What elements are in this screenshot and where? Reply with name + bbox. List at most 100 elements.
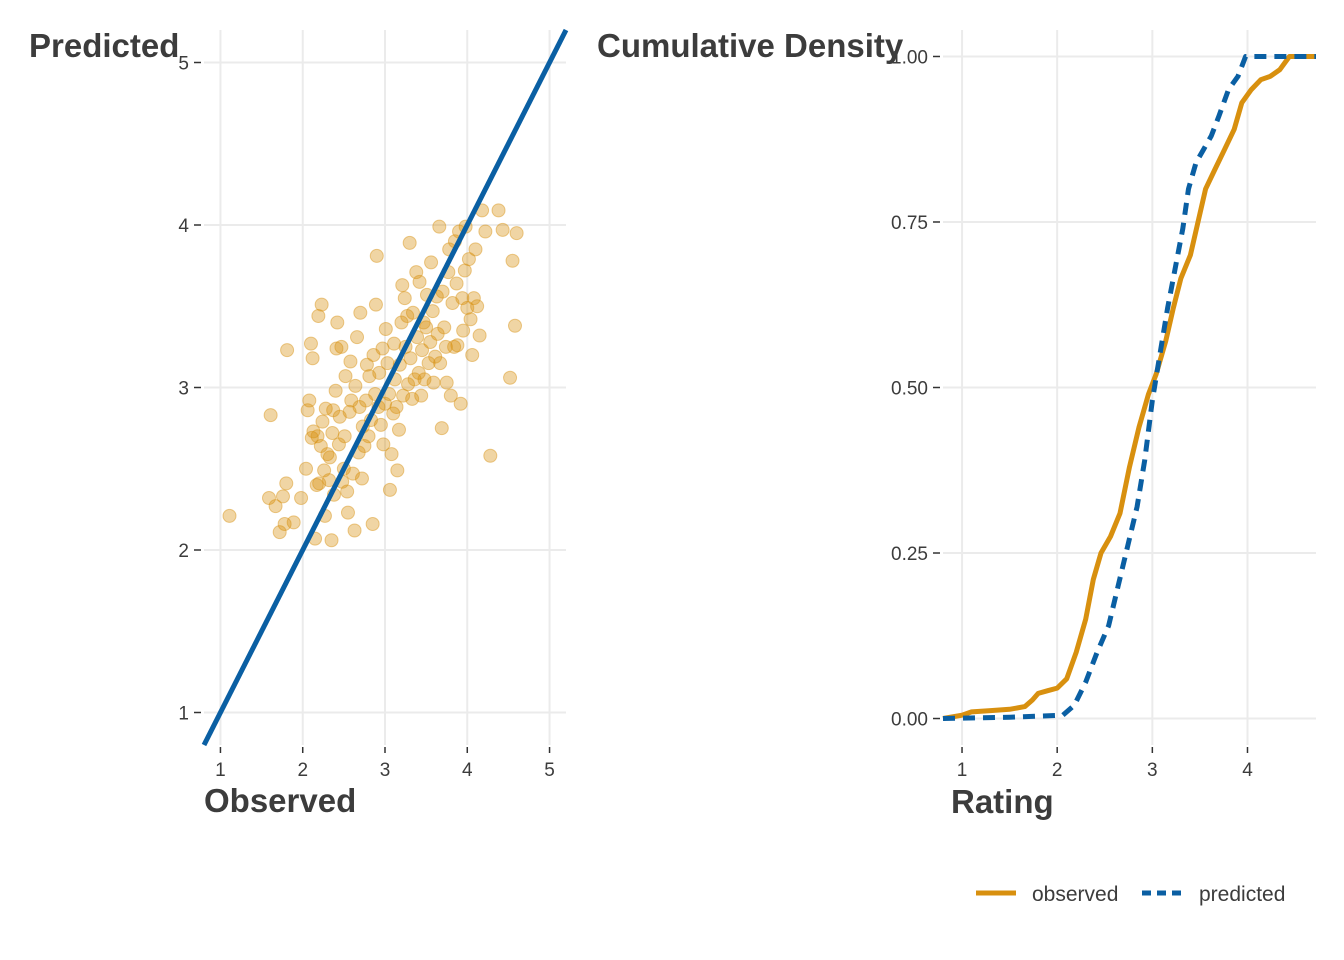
scatter-point [320, 447, 335, 462]
scatter-point [460, 300, 475, 315]
scatter-point [461, 252, 476, 267]
scatter-point [302, 393, 317, 408]
scatter-point [380, 356, 395, 371]
scatter-point [507, 318, 522, 333]
scatter-point [309, 478, 324, 492]
scatter-point [394, 315, 409, 330]
scatter-panel: 1 2 3 4 5 1 2 3 4 5 Observed Predicted [29, 27, 569, 819]
cdf-grid [943, 30, 1316, 745]
scatter-point [439, 375, 454, 390]
scatter-point [478, 224, 493, 239]
scatter-point [414, 388, 429, 403]
scatter-point [465, 348, 480, 362]
scatter-point [340, 484, 355, 499]
cdf-x-tick-label: 3 [1147, 760, 1158, 781]
scatter-point [277, 517, 292, 531]
scatter-point [445, 296, 460, 310]
scatter-y-tick-label: 5 [178, 54, 189, 75]
identity-line-group [201, 28, 569, 747]
scatter-point [272, 525, 287, 540]
scatter-point [325, 426, 340, 440]
scatter-y-axis-title: Predicted [29, 27, 179, 64]
scatter-point [376, 437, 391, 452]
scatter-point [389, 400, 404, 414]
scatter-point [466, 291, 481, 306]
scatter-point [505, 253, 520, 268]
scatter-point [366, 348, 381, 362]
cdf-panel: 1 2 3 4 0.00 0.25 0.50 0.75 1.00 Rating Cumulat… [597, 27, 1316, 820]
scatter-point [362, 369, 377, 384]
scatter-point [263, 408, 278, 423]
scatter-point [509, 226, 524, 241]
scatter-point [280, 343, 295, 358]
scatter-point [348, 378, 363, 393]
scatter-point [405, 391, 420, 406]
scatter-point [365, 517, 380, 531]
scatter-point [314, 297, 329, 312]
scatter-point [407, 372, 422, 387]
scatter-point [405, 305, 420, 320]
scatter-point [403, 351, 418, 366]
scatter-point [315, 414, 330, 429]
cdf-x-ticks: 1 2 3 4 [957, 747, 1253, 781]
scatter-point [305, 351, 320, 366]
legend-label-predicted: predicted [1199, 883, 1285, 906]
scatter-point [426, 375, 441, 390]
scatter-point [304, 430, 319, 445]
scatter-point [330, 315, 345, 330]
scatter-point [342, 404, 357, 419]
scatter-point [417, 372, 432, 387]
cdf-x-tick-label: 4 [1242, 760, 1253, 781]
scatter-point [268, 499, 283, 514]
scatter-point [450, 338, 465, 353]
scatter-point [286, 515, 301, 530]
scatter-point [369, 248, 384, 263]
scatter-point [343, 354, 358, 369]
cdf-y-tick-label: 1.00 [891, 47, 928, 68]
scatter-point [329, 341, 344, 356]
scatter-point [395, 278, 410, 293]
scatter-point [423, 335, 438, 349]
scatter-point [322, 450, 337, 465]
scatter-y-ticks: 1 2 3 4 5 [178, 54, 201, 725]
scatter-x-tick-label: 5 [544, 760, 555, 781]
scatter-point [334, 339, 349, 354]
scatter-point [378, 322, 393, 336]
scatter-point [306, 424, 321, 439]
scatter-point [375, 341, 390, 356]
scatter-point [428, 349, 443, 364]
scatter-point [331, 437, 346, 452]
cdf-y-tick-label: 0.50 [891, 379, 928, 400]
scatter-point [324, 533, 339, 548]
scatter-point [299, 461, 314, 476]
scatter-x-tick-label: 4 [462, 760, 473, 781]
scatter-point [390, 463, 405, 478]
scatter-point [449, 276, 464, 291]
scatter-point [359, 357, 374, 372]
scatter-y-tick-label: 1 [178, 704, 189, 725]
scatter-point [347, 523, 362, 538]
scatter-point [400, 309, 415, 323]
scatter-point [368, 297, 383, 312]
scatter-point [352, 400, 367, 414]
scatter-point [401, 377, 416, 392]
scatter-y-tick-label: 3 [178, 379, 189, 400]
scatter-x-ticks: 1 2 3 4 5 [215, 747, 555, 781]
cdf-line-predicted [942, 54, 1316, 721]
scatter-point [491, 203, 506, 218]
scatter-point [472, 328, 487, 343]
scatter-point [402, 235, 417, 250]
scatter-point [373, 417, 388, 432]
scatter-points [222, 203, 524, 548]
cdf-lines [942, 54, 1316, 721]
scatter-point [438, 339, 453, 354]
cdf-line-observed [942, 54, 1316, 721]
scatter-point [470, 299, 485, 314]
cdf-x-tick-label: 2 [1052, 760, 1063, 781]
scatter-point [326, 403, 341, 418]
cdf-y-tick-label: 0.00 [891, 710, 928, 731]
scatter-x-tick-label: 2 [297, 760, 308, 781]
scatter-point [443, 388, 458, 403]
scatter-point [345, 466, 360, 481]
scatter-point [310, 429, 325, 444]
